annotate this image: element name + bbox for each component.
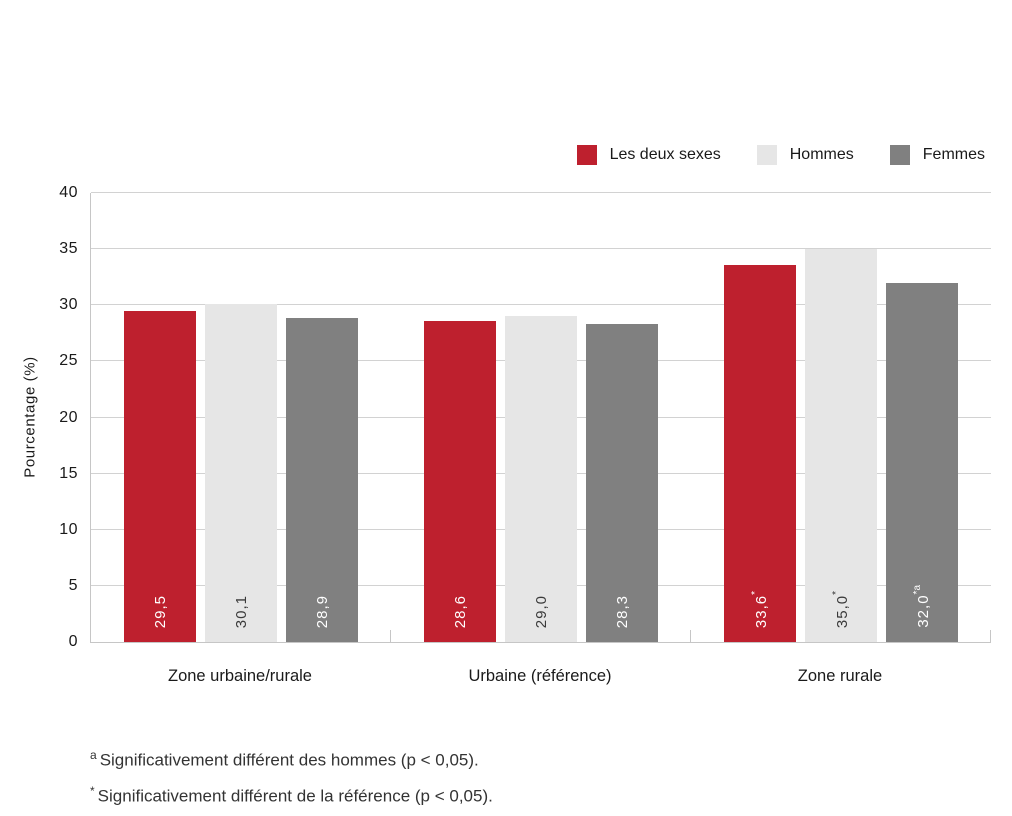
gridline (91, 192, 991, 193)
bar: 28,6 (424, 320, 496, 642)
bar-value-label-wrap: 33,6* (724, 591, 796, 628)
bar-value-label-wrap: 28,6 (424, 595, 496, 628)
legend-swatch (756, 145, 777, 165)
bar: 28,9 (286, 317, 358, 642)
y-tick-label: 15 (59, 464, 78, 482)
bar-value-label: 35,0* (831, 590, 851, 628)
bar-value-marker: *a (912, 585, 923, 595)
footnote: * Significativement différent de la référ… (90, 776, 493, 812)
bar: 30,1 (205, 304, 277, 642)
legend: Les deux sexes Hommes Femmes (0, 145, 985, 165)
y-tick-label: 40 (59, 184, 78, 201)
x-axis-tick (689, 630, 691, 642)
gridline (91, 304, 991, 306)
gridline (91, 248, 991, 250)
bar-value-label: 28,3 (613, 594, 631, 628)
bar-value-label: 28,6 (451, 594, 469, 628)
bar: 29,5 (124, 310, 196, 642)
bar-value-label: 32,0*a (912, 585, 932, 628)
bar-groups: 29,5 30,1 28,9 28,6 29,0 28,3 33,6* 35,0* 32,0*a (91, 193, 991, 642)
x-axis-tick (990, 630, 991, 642)
y-tick-label: 25 (59, 352, 78, 370)
legend-swatch (889, 145, 910, 165)
bar-value-label: 29,5 (151, 594, 169, 628)
footnote-text: Significativement différent des hommes (… (99, 750, 479, 770)
plot-area: 29,5 30,1 28,9 28,6 29,0 28,3 33,6* 35,0* 32,0*a (90, 192, 991, 643)
bar-group: 28,6 29,0 28,3 (391, 193, 691, 642)
legend-label: Hommes (789, 146, 854, 163)
bar-value-label-wrap: 28,9 (286, 595, 358, 628)
bar: 35,0* (805, 249, 877, 642)
bar-value-label-wrap: 28,3 (586, 595, 658, 628)
bar-value-label-wrap: 30,1 (205, 595, 277, 628)
y-axis-tick-labels: 0 5 10 15 20 25 30 35 40 (0, 184, 78, 650)
legend-label: Les deux sexes (609, 146, 721, 163)
bar-value-label: 30,1 (232, 594, 250, 628)
bar-group: 33,6* 35,0* 32,0*a (691, 193, 991, 642)
bar-value-label: 33,6* (750, 590, 770, 628)
bar-value-label: 29,0 (532, 594, 550, 628)
bar-value-label-wrap: 29,5 (124, 595, 196, 628)
bar: 28,3 (586, 324, 658, 642)
bar: 33,6* (724, 264, 796, 642)
bar-value-label-wrap: 29,0 (505, 595, 577, 628)
y-tick-label: 20 (59, 408, 78, 426)
bar-value-label: 28,9 (313, 594, 331, 628)
footnote-marker: * (90, 783, 95, 798)
bar-value-label-wrap: 35,0* (805, 591, 877, 628)
legend-item: Femmes (889, 145, 985, 165)
legend-swatch (576, 145, 597, 165)
x-category-label: Urbaine (référence) (468, 667, 612, 685)
y-tick-label: 0 (68, 633, 78, 650)
bar-group: 29,5 30,1 28,9 (91, 193, 391, 642)
bar-value-marker: * (750, 590, 761, 595)
footnote: a Significativement différent des hommes … (90, 740, 493, 776)
legend-item: Les deux sexes (576, 145, 721, 165)
bar-value-label-wrap: 32,0*a (886, 585, 958, 628)
legend-label: Femmes (922, 146, 985, 163)
footnotes: a Significativement différent des hommes … (90, 740, 493, 811)
footnote-marker: a (90, 748, 97, 762)
y-tick-label: 35 (59, 240, 78, 258)
y-tick-label: 5 (68, 576, 78, 594)
legend-item: Hommes (756, 145, 854, 165)
x-category-labels: Zone urbaine/rurale Urbaine (référence) Zo… (90, 667, 990, 686)
y-tick-label: 10 (59, 520, 78, 538)
y-tick-label: 30 (59, 296, 78, 314)
footnote-text: Significativement différent de la référe… (97, 786, 493, 806)
x-category-label: Zone rurale (797, 667, 883, 685)
x-axis-tick (389, 630, 391, 642)
bar-value-marker: * (831, 590, 842, 595)
bar: 29,0 (505, 316, 577, 642)
x-category-label: Zone urbaine/rurale (167, 667, 312, 685)
bar: 32,0*a (886, 282, 958, 642)
